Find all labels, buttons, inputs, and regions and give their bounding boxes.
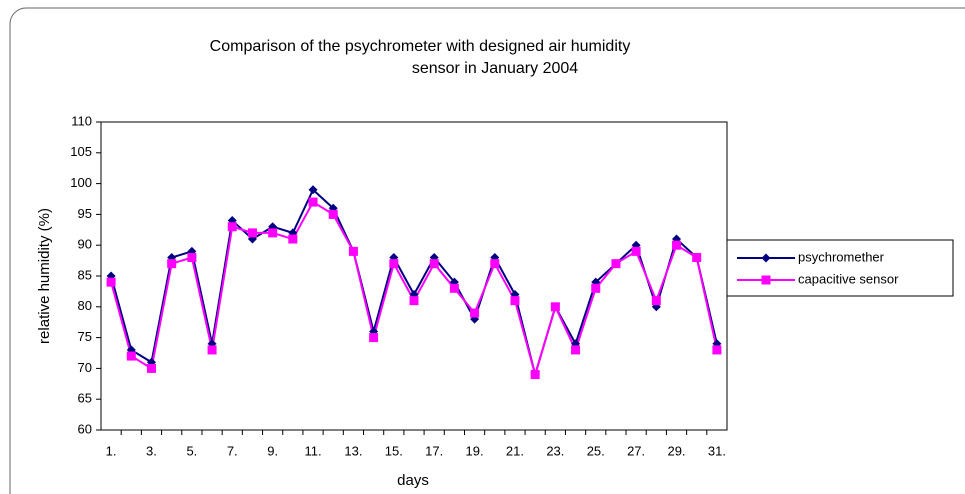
point <box>651 296 661 306</box>
point <box>106 277 116 287</box>
legend-marker <box>761 253 771 263</box>
x-tick-label: 27. <box>627 443 645 458</box>
y-tick-label: 60 <box>78 421 92 436</box>
y-tick-label: 85 <box>78 267 92 282</box>
point <box>187 253 197 263</box>
x-tick-label: 25. <box>587 443 605 458</box>
point <box>389 259 399 269</box>
point <box>247 228 257 238</box>
y-tick-label: 65 <box>78 391 92 406</box>
x-tick-label: 7. <box>227 443 238 458</box>
point <box>308 185 318 195</box>
x-tick-label: 13. <box>344 443 362 458</box>
chart-border <box>9 7 965 494</box>
point <box>672 240 682 250</box>
chart-title: sensor in January 2004 <box>412 60 578 77</box>
point <box>470 308 480 318</box>
y-tick-label: 80 <box>78 298 92 313</box>
legend-marker <box>761 275 771 285</box>
y-tick-label: 100 <box>70 175 92 190</box>
y-axis-label: relative humidity (%) <box>36 208 53 344</box>
point <box>611 259 621 269</box>
x-tick-label: 11. <box>304 443 321 458</box>
point <box>490 259 500 269</box>
point <box>308 197 318 207</box>
point <box>268 228 278 238</box>
point <box>571 345 581 355</box>
point <box>712 345 722 355</box>
point <box>429 259 439 269</box>
point <box>591 283 601 293</box>
x-tick-label: 3. <box>146 443 157 458</box>
y-tick-label: 70 <box>78 360 92 375</box>
y-tick-label: 105 <box>70 144 92 159</box>
legend-label: capacitive sensor <box>798 271 899 286</box>
point <box>692 253 702 263</box>
x-tick-label: 15. <box>385 443 403 458</box>
point <box>449 283 459 293</box>
chart-title: Comparison of the psychrometer with desi… <box>210 38 631 55</box>
legend-box <box>726 239 954 297</box>
x-tick-label: 21. <box>506 443 524 458</box>
point <box>167 259 177 269</box>
point <box>126 351 136 361</box>
point <box>328 209 338 219</box>
x-tick-label: 31. <box>708 443 726 458</box>
legend-label: psychromether <box>798 249 885 264</box>
x-tick-label: 1. <box>106 443 117 458</box>
point <box>550 302 560 312</box>
point <box>288 234 298 244</box>
point <box>348 246 358 256</box>
point <box>409 296 419 306</box>
point <box>146 363 156 373</box>
x-tick-label: 19. <box>466 443 484 458</box>
point <box>530 370 540 380</box>
x-tick-label: 29. <box>667 443 685 458</box>
y-tick-label: 95 <box>78 206 92 221</box>
series-line <box>110 200 718 379</box>
x-tick-label: 23. <box>546 443 564 458</box>
x-tick-label: 17. <box>425 443 443 458</box>
y-tick-label: 90 <box>78 237 92 252</box>
point <box>207 345 217 355</box>
series-line <box>110 188 718 379</box>
x-axis-label: days <box>397 472 429 489</box>
x-tick-label: 5. <box>186 443 197 458</box>
y-tick-label: 110 <box>71 113 92 128</box>
point <box>227 222 237 232</box>
point <box>631 246 641 256</box>
x-tick-label: 9. <box>267 443 278 458</box>
point <box>510 296 520 306</box>
point <box>369 333 379 343</box>
y-tick-label: 75 <box>78 329 92 344</box>
